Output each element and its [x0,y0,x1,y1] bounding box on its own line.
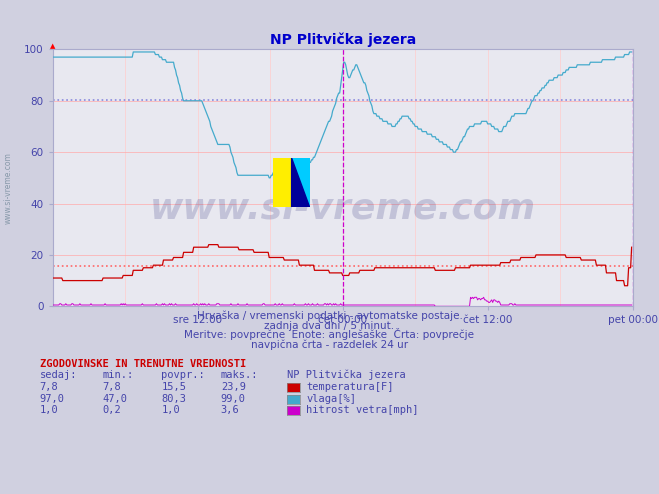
Polygon shape [291,158,310,207]
Text: 47,0: 47,0 [102,394,127,404]
Text: povpr.:: povpr.: [161,370,205,380]
Text: vlaga[%]: vlaga[%] [306,394,357,404]
Text: Meritve: povprečne  Enote: anglešaške  Črta: povprečje: Meritve: povprečne Enote: anglešaške Črt… [185,329,474,340]
Title: NP Plitvička jezera: NP Plitvička jezera [270,32,416,47]
Text: navpična črta - razdelek 24 ur: navpična črta - razdelek 24 ur [251,340,408,350]
Text: NP Plitvička jezera: NP Plitvička jezera [287,370,405,380]
Text: www.si-vreme.com: www.si-vreme.com [3,152,13,224]
Text: ZGODOVINSKE IN TRENUTNE VREDNOSTI: ZGODOVINSKE IN TRENUTNE VREDNOSTI [40,359,246,369]
Text: ▲: ▲ [50,43,55,49]
Text: 80,3: 80,3 [161,394,186,404]
Text: 1,0: 1,0 [40,405,58,415]
Text: min.:: min.: [102,370,133,380]
Text: Hrvaška / vremenski podatki - avtomatske postaje.: Hrvaška / vremenski podatki - avtomatske… [196,310,463,321]
Text: zadnja dva dni / 5 minut.: zadnja dva dni / 5 minut. [264,321,395,330]
Text: www.si-vreme.com: www.si-vreme.com [150,192,536,226]
Text: 97,0: 97,0 [40,394,65,404]
Text: maks.:: maks.: [221,370,258,380]
Text: 7,8: 7,8 [40,382,58,392]
Text: sedaj:: sedaj: [40,370,77,380]
Text: temperatura[F]: temperatura[F] [306,382,394,392]
Text: 0,2: 0,2 [102,405,121,415]
Text: 3,6: 3,6 [221,405,239,415]
Bar [291,158,310,207]
Text: 1,0: 1,0 [161,405,180,415]
Bar [273,158,291,207]
Text: 7,8: 7,8 [102,382,121,392]
Text: 23,9: 23,9 [221,382,246,392]
Text: hitrost vetra[mph]: hitrost vetra[mph] [306,405,419,415]
Text: 99,0: 99,0 [221,394,246,404]
Text: 15,5: 15,5 [161,382,186,392]
